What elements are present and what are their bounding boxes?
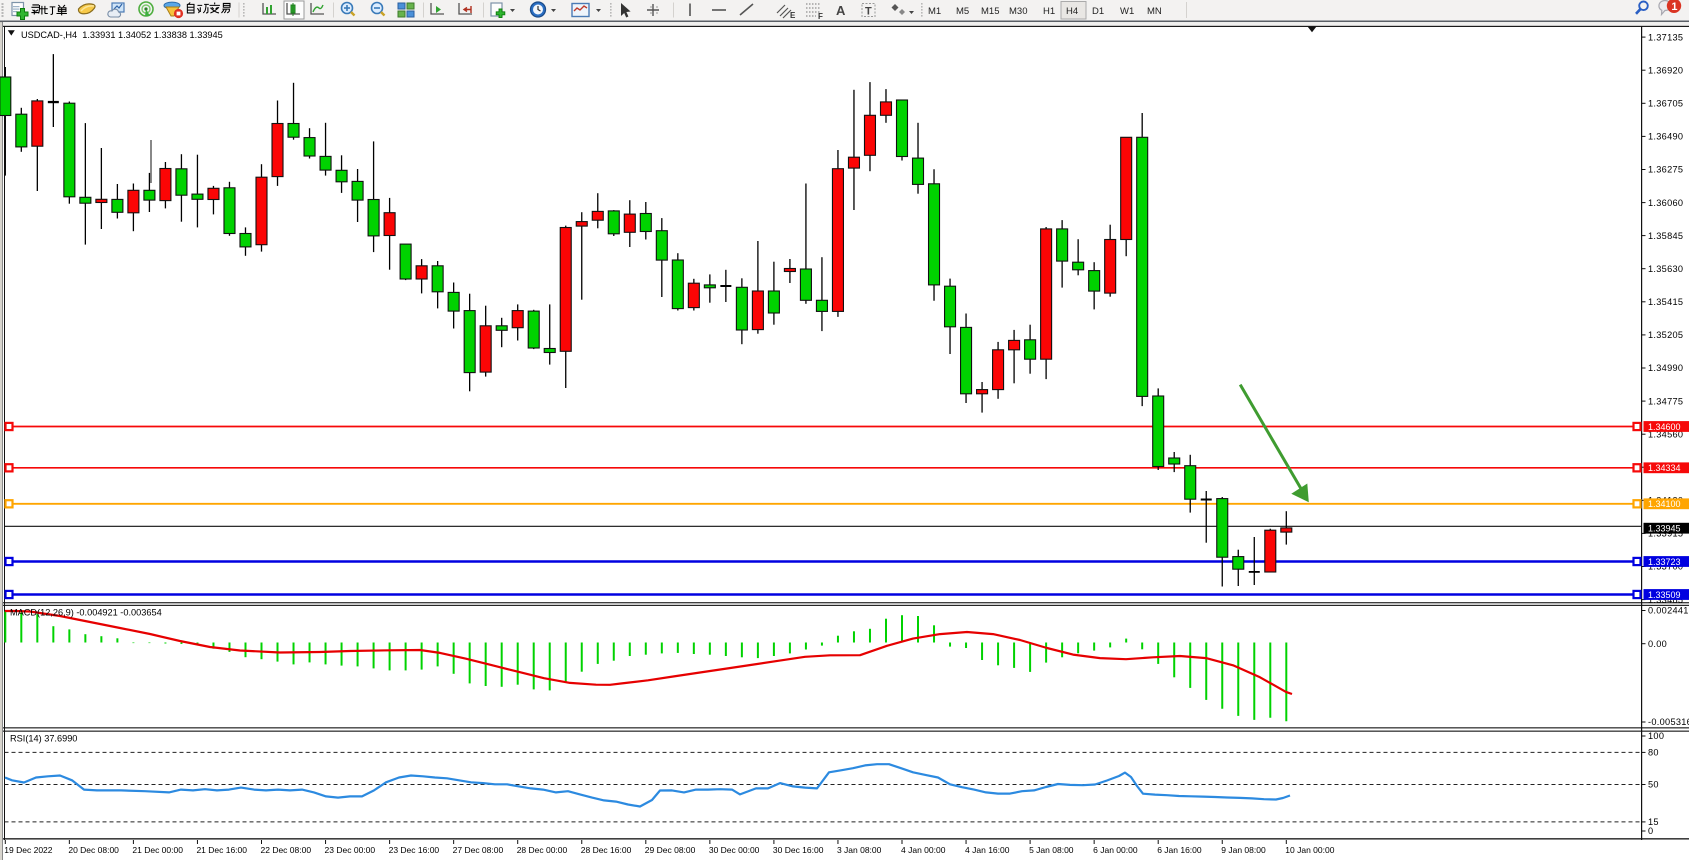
svg-text:19 Dec 2022: 19 Dec 2022 — [4, 845, 52, 855]
svg-text:1.36490: 1.36490 — [1648, 132, 1683, 142]
svg-text:MN: MN — [1147, 6, 1162, 17]
svg-text:1.34560: 1.34560 — [1648, 429, 1683, 439]
svg-text:0.00: 0.00 — [1648, 639, 1667, 649]
svg-text:F: F — [818, 12, 823, 21]
svg-text:M5: M5 — [956, 6, 969, 17]
svg-text:28 Dec 16:00: 28 Dec 16:00 — [581, 845, 632, 855]
svg-text:23 Dec 00:00: 23 Dec 00:00 — [325, 845, 376, 855]
svg-text:1.35845: 1.35845 — [1648, 231, 1683, 241]
svg-text:50: 50 — [1648, 780, 1659, 790]
svg-text:USDCAD-,H4 1.33931 1.34052 1.: USDCAD-,H4 1.33931 1.34052 1.33838 1.339… — [21, 30, 223, 40]
svg-text:1.34775: 1.34775 — [1648, 396, 1683, 406]
svg-text:E: E — [790, 11, 796, 20]
svg-text:1.36060: 1.36060 — [1648, 198, 1683, 208]
svg-text:1.35415: 1.35415 — [1648, 297, 1683, 307]
svg-text:A: A — [836, 3, 846, 18]
svg-text:30 Dec 16:00: 30 Dec 16:00 — [773, 845, 824, 855]
svg-text:9 Jan 08:00: 9 Jan 08:00 — [1221, 845, 1266, 855]
svg-text:1.34334: 1.34334 — [1648, 463, 1681, 473]
svg-text:-0.005316: -0.005316 — [1648, 717, 1689, 727]
svg-text:H1: H1 — [1043, 6, 1055, 17]
svg-text:1.34990: 1.34990 — [1648, 363, 1683, 373]
svg-text:5 Jan 08:00: 5 Jan 08:00 — [1029, 845, 1074, 855]
svg-text:100: 100 — [1648, 731, 1664, 741]
svg-text:1.33723: 1.33723 — [1648, 557, 1681, 567]
svg-text:80: 80 — [1648, 748, 1659, 758]
svg-text:3 Jan 08:00: 3 Jan 08:00 — [837, 845, 882, 855]
svg-text:1.36275: 1.36275 — [1648, 165, 1683, 175]
svg-text:1.34600: 1.34600 — [1648, 422, 1681, 432]
svg-text:1.33509: 1.33509 — [1648, 590, 1681, 600]
svg-text:M1: M1 — [928, 6, 941, 17]
svg-text:15: 15 — [1648, 817, 1659, 827]
svg-text:1.34100: 1.34100 — [1648, 499, 1681, 509]
svg-text:1.33945: 1.33945 — [1648, 524, 1681, 534]
svg-text:0.002441: 0.002441 — [1648, 606, 1689, 616]
svg-text:6 Jan 16:00: 6 Jan 16:00 — [1157, 845, 1202, 855]
svg-text:M30: M30 — [1009, 6, 1027, 17]
svg-text:23 Dec 16:00: 23 Dec 16:00 — [389, 845, 440, 855]
svg-text:1.36920: 1.36920 — [1648, 65, 1683, 75]
svg-text:M15: M15 — [981, 6, 999, 17]
svg-text:MACD(12,26,9) -0.004921 -0.003: MACD(12,26,9) -0.004921 -0.003654 — [10, 608, 162, 618]
svg-text:6 Jan 00:00: 6 Jan 00:00 — [1093, 845, 1138, 855]
svg-text:0: 0 — [1648, 826, 1653, 836]
svg-text:1.35205: 1.35205 — [1648, 330, 1683, 340]
svg-text:21 Dec 16:00: 21 Dec 16:00 — [196, 845, 247, 855]
svg-text:1.36705: 1.36705 — [1648, 99, 1683, 109]
svg-text:RSI(14) 37.6990: RSI(14) 37.6990 — [10, 734, 77, 744]
svg-text:20 Dec 08:00: 20 Dec 08:00 — [68, 845, 119, 855]
svg-text:T: T — [865, 6, 872, 18]
svg-text:1: 1 — [1671, 1, 1677, 13]
svg-text:27 Dec 08:00: 27 Dec 08:00 — [453, 845, 504, 855]
svg-text:1.35630: 1.35630 — [1648, 264, 1683, 274]
svg-text:W1: W1 — [1120, 6, 1134, 17]
svg-text:1.37135: 1.37135 — [1648, 32, 1683, 42]
svg-text:29 Dec 08:00: 29 Dec 08:00 — [645, 845, 696, 855]
svg-text:28 Dec 00:00: 28 Dec 00:00 — [517, 845, 568, 855]
svg-text:4 Jan 00:00: 4 Jan 00:00 — [901, 845, 946, 855]
svg-text:10 Jan 00:00: 10 Jan 00:00 — [1285, 845, 1334, 855]
svg-text:30 Dec 00:00: 30 Dec 00:00 — [709, 845, 760, 855]
svg-text:21 Dec 00:00: 21 Dec 00:00 — [132, 845, 183, 855]
svg-text:H4: H4 — [1066, 6, 1078, 17]
svg-text:22 Dec 08:00: 22 Dec 08:00 — [261, 845, 312, 855]
svg-text:4 Jan 16:00: 4 Jan 16:00 — [965, 845, 1010, 855]
svg-text:D1: D1 — [1092, 6, 1104, 17]
